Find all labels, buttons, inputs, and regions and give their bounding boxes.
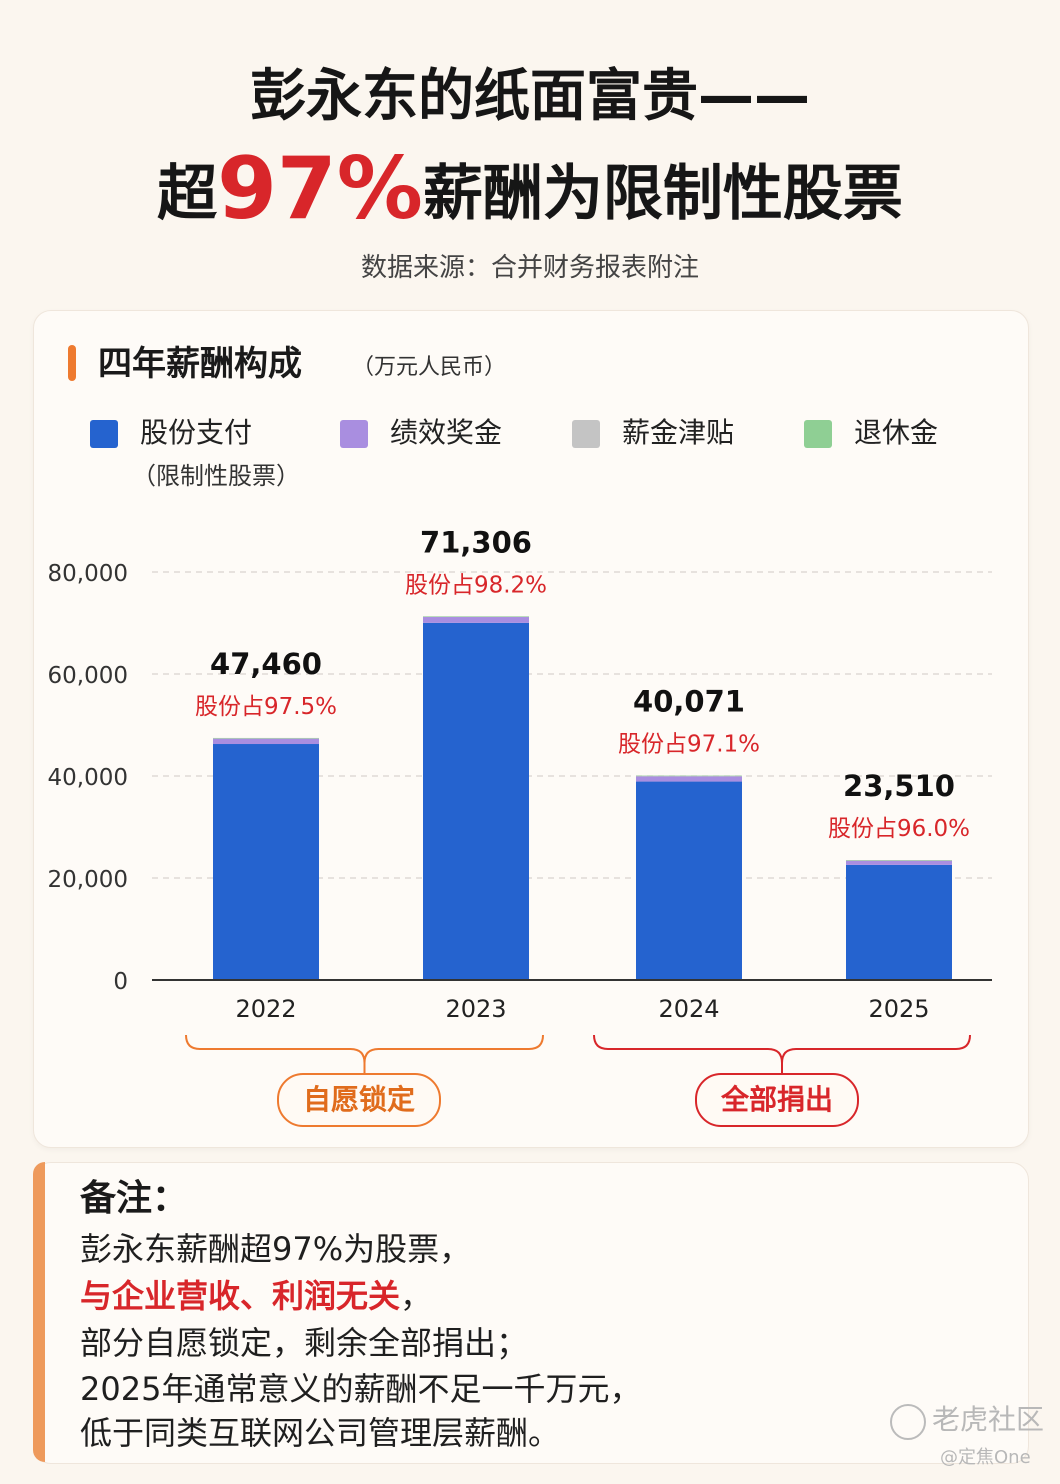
note-accent-bar [33,1162,45,1462]
data-source: 数据来源：合并财务报表附注 [360,253,699,283]
legend-label-pension: 退休金 [854,416,939,449]
legend-swatch-stock [90,420,118,448]
note-line-5: 低于同类互联网公司管理层薪酬。 [80,1414,561,1452]
note-line-2-highlight: 与企业营收、利润无关 [80,1277,401,1315]
chart-title: 四年薪酬构成 [98,344,302,384]
legend-label-salary: 薪金津贴 [622,416,735,449]
watermark-text: 老虎社区 [932,1403,1045,1436]
note-title: 备注： [80,1178,189,1219]
chart-unit: （万元人民币） [352,355,507,380]
title-prefix: 超 [157,159,218,229]
card-title-accent-bar [68,345,76,381]
legend-swatch-salary [572,420,600,448]
group-label-voluntary-lock: 自愿锁定 [277,1073,441,1127]
legend-swatch-pension [804,420,832,448]
note-line-2: 与企业营收、利润无关， [80,1273,432,1319]
legend-swatch-bonus [340,420,368,448]
legend-sublabel-stock: （限制性股票） [132,462,300,490]
note-line-4: 2025年通常意义的薪酬不足一千万元， [80,1370,642,1408]
note-card [33,1162,1029,1464]
note-line-2-tail: ， [400,1277,433,1315]
page-title-line2: 超97%薪酬为限制性股票 [0,145,1060,238]
title-highlight-percent: 97% [217,139,423,239]
legend-label-stock: 股份支付 [140,416,253,449]
watermark-author: @定焦One [940,1447,1031,1468]
legend-label-bonus: 绩效奖金 [390,416,503,449]
watermark-logo-icon [890,1404,926,1440]
title-suffix: 薪酬为限制性股票 [422,159,903,229]
note-line-3: 部分自愿锁定，剩余全部捐出； [80,1324,529,1362]
chart-card [33,310,1029,1148]
group-label-donated: 全部捐出 [695,1073,859,1127]
page-title-line1: 彭永东的纸面富贵—— [250,64,810,129]
note-line-1: 彭永东薪酬超97%为股票， [80,1230,472,1268]
